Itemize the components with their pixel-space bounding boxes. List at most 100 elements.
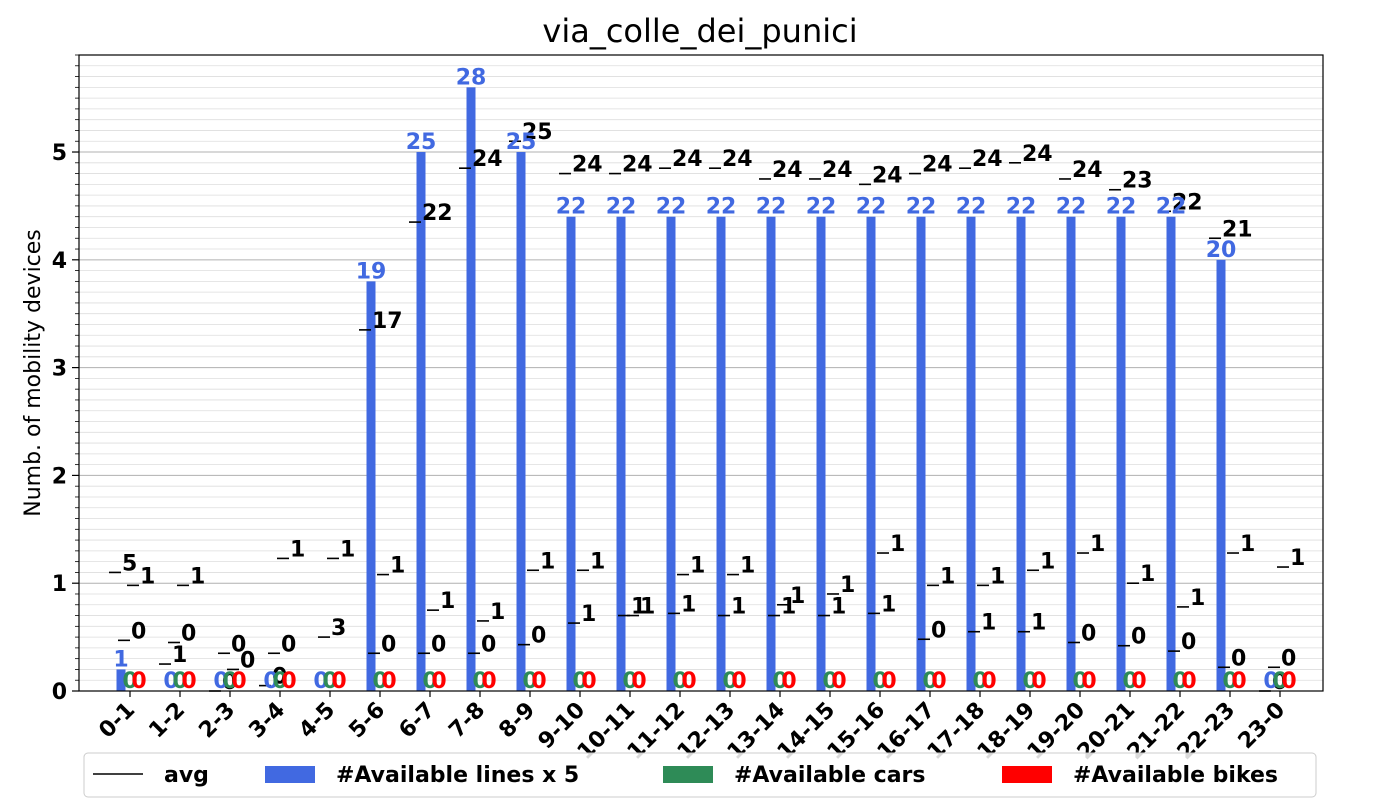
avg-label: 0	[240, 648, 255, 673]
avg-label: 24	[822, 158, 853, 183]
legend: avg #Available lines x 5 #Available cars #A…	[83, 752, 1317, 798]
value-label: 0	[731, 669, 746, 694]
bar	[616, 216, 626, 691]
value-label: 0	[1022, 669, 1037, 694]
value-label: 0	[1231, 669, 1246, 694]
avg-label: 1	[340, 537, 355, 562]
value-label: 0	[581, 669, 596, 694]
avg-label: 0	[281, 632, 296, 657]
avg-label: 1	[1190, 586, 1205, 611]
avg-label: 24	[472, 147, 503, 172]
value-label: 22	[856, 195, 887, 220]
value-label: 28	[456, 65, 487, 90]
avg-label: 0	[231, 632, 246, 657]
avg-label: 1	[190, 564, 205, 589]
value-label: 22	[956, 195, 987, 220]
bar	[1166, 216, 1176, 691]
value-label: 22	[806, 195, 837, 220]
value-label: 22	[1106, 195, 1137, 220]
y-tick-label: 4	[52, 249, 67, 274]
y-tick-label: 2	[52, 464, 67, 489]
avg-label: 1	[1031, 611, 1046, 636]
value-label: 0	[1281, 669, 1296, 694]
y-tick-label: 1	[52, 572, 67, 597]
avg-label: 0	[931, 618, 946, 643]
value-label: 0	[1081, 669, 1096, 694]
avg-label: 1	[1140, 562, 1155, 587]
value-label: 0	[622, 669, 637, 694]
bars-layer	[116, 87, 1226, 691]
value-label: 0	[1272, 669, 1287, 694]
avg-label: 22	[1172, 190, 1203, 215]
avg-label: 1	[640, 595, 655, 620]
bar	[366, 281, 376, 691]
avg-label: 0	[1181, 630, 1196, 655]
x-tick-label: 0-1	[94, 698, 140, 744]
avg-label: 17	[372, 309, 403, 334]
bar	[1216, 259, 1226, 691]
value-label: 0	[1181, 669, 1196, 694]
avg-label: 1	[681, 592, 696, 617]
avg-label: 0	[1081, 621, 1096, 646]
legend-handle	[265, 766, 315, 783]
value-label: 0	[631, 669, 646, 694]
value-label: 22	[1006, 195, 1037, 220]
avg-label: 1	[990, 564, 1005, 589]
avg-label: 1	[140, 564, 155, 589]
grid-lines	[79, 54, 1323, 681]
value-label: 19	[356, 259, 387, 284]
avg-label: 24	[922, 153, 953, 178]
avg-label: 24	[1072, 158, 1103, 183]
bar	[416, 152, 426, 691]
avg-label: 0	[481, 632, 496, 657]
value-label: 0	[213, 669, 228, 694]
chart-title: via_colle_dei_punici	[542, 12, 857, 50]
avg-label: 23	[1122, 169, 1153, 194]
avg-label: 1	[1090, 532, 1105, 557]
avg-label: 1	[490, 600, 505, 625]
y-tick-label: 3	[52, 357, 67, 382]
avg-label: 1	[1240, 532, 1255, 557]
x-tick-label: 23-0	[1234, 698, 1291, 755]
bar	[766, 216, 776, 691]
value-label: 0	[1072, 669, 1087, 694]
avg-label: 1	[540, 549, 555, 574]
x-tick-label: 7-8	[444, 698, 490, 744]
value-label: 0	[281, 669, 296, 694]
value-label: 22	[556, 195, 587, 220]
avg-label: 0	[381, 632, 396, 657]
avg-label: 5	[122, 551, 137, 576]
value-label: 0	[822, 669, 837, 694]
avg-label: 0	[531, 624, 546, 649]
value-label: 0	[313, 669, 328, 694]
legend-handle	[663, 766, 713, 783]
avg-label: 1	[781, 595, 796, 620]
value-label: 1	[113, 647, 128, 672]
avg-label: 21	[1222, 217, 1253, 242]
avg-label: 1	[831, 595, 846, 620]
value-label: 0	[422, 669, 437, 694]
value-label: 22	[606, 195, 637, 220]
value-label: 0	[572, 669, 587, 694]
value-label: 0	[872, 669, 887, 694]
value-label: 0	[272, 669, 287, 694]
avg-label: 0	[1231, 646, 1246, 671]
avg-label: 1	[290, 537, 305, 562]
avg-label: 24	[1022, 142, 1053, 167]
value-label: 0	[1031, 669, 1046, 694]
avg-label: 1	[981, 611, 996, 636]
y-tick-label: 5	[52, 141, 67, 166]
value-label: 0	[372, 669, 387, 694]
value-label: 0	[1131, 669, 1146, 694]
value-label: 0	[931, 669, 946, 694]
x-tick-label: 4-5	[294, 698, 340, 744]
x-tick-label: 1-2	[144, 698, 190, 744]
avg-label: 1	[631, 595, 646, 620]
value-label: 0	[1122, 669, 1137, 694]
avg-label: 1	[840, 573, 855, 598]
legend-label: avg	[164, 763, 209, 788]
value-label: 0	[831, 669, 846, 694]
value-label: 0	[122, 669, 137, 694]
value-label: 0	[781, 669, 796, 694]
